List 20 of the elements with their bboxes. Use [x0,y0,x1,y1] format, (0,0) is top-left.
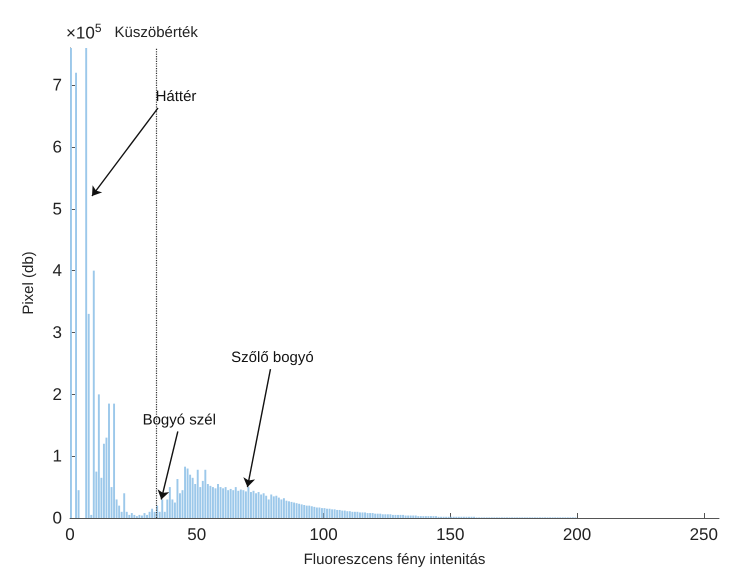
x-tick-label: 250 [690,525,718,544]
x-tick-label: 0 [65,525,75,544]
y-tick-label: 6 [52,137,62,156]
x-tick-label: 50 [187,525,206,544]
y-tick-label: 0 [52,508,62,528]
y-tick-label: 5 [52,199,62,218]
y-axis-title: Pixel (db) [20,251,37,315]
ref-line-label: Küszöbérték [114,24,198,41]
annotation: Szőlő bogyó [231,349,314,366]
annotation: Háttér [156,88,196,105]
annotation: Bogyó szél [142,411,216,428]
x-tick-label: 100 [309,525,338,544]
x-tick-label: 150 [436,525,464,544]
x-axis-title: Fluoreszcens fény intenitás [304,551,486,568]
y-tick-label: 4 [52,261,62,280]
y-tick-label: 3 [52,322,62,342]
y-tick-label: 7 [52,76,62,95]
y-tick-label: 1 [52,446,62,466]
y-tick-label: 2 [52,384,62,404]
x-tick-label: 200 [562,525,592,544]
